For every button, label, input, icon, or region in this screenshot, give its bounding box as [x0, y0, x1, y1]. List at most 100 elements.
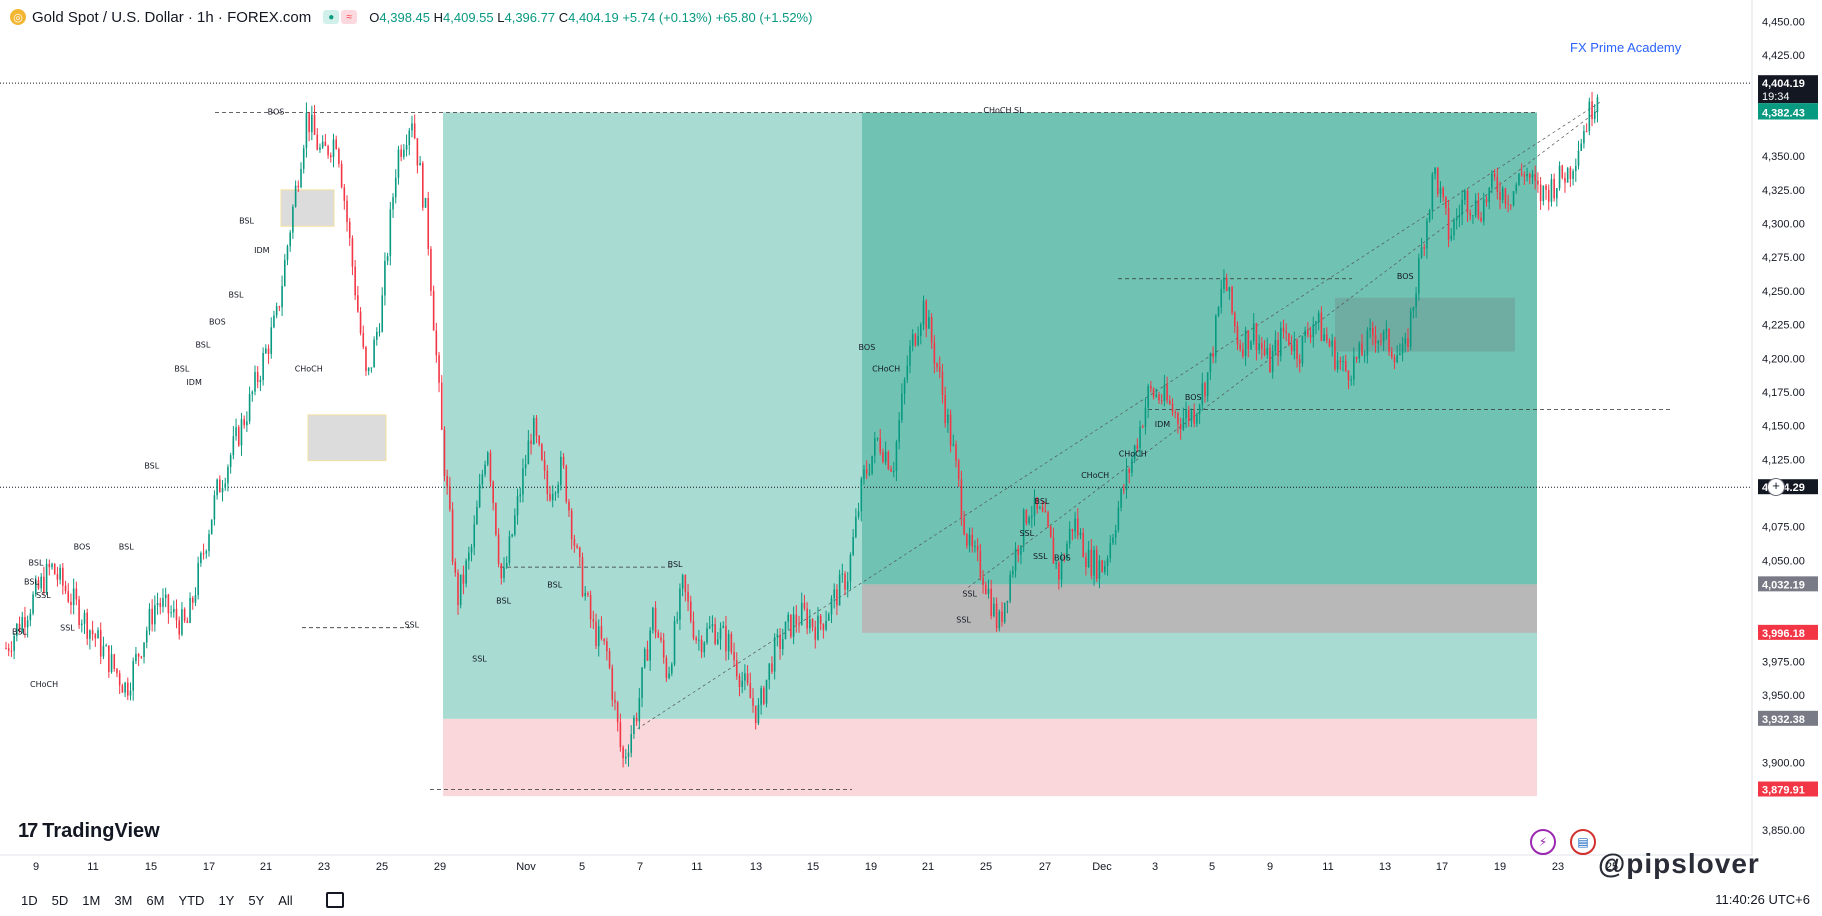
price-tag-label: 3,932.38	[1762, 714, 1805, 726]
candle-body	[1423, 247, 1426, 249]
candle-body	[757, 704, 760, 724]
candle-body	[432, 290, 435, 331]
candle-body	[987, 588, 990, 594]
range-ytd[interactable]: YTD	[178, 892, 205, 908]
candle-body	[922, 300, 925, 325]
candle-body	[427, 197, 430, 249]
candle-body	[1217, 307, 1220, 316]
candle-body	[1209, 353, 1212, 373]
candle-body	[944, 394, 946, 424]
candle-body	[313, 114, 316, 135]
candle-body	[1201, 383, 1204, 405]
candle-body	[898, 420, 900, 442]
candle-body	[1058, 562, 1060, 580]
candle-body	[1426, 220, 1428, 249]
candle-body	[1404, 338, 1407, 345]
candle-body	[1125, 468, 1128, 490]
time-tick-label: 5	[579, 861, 585, 873]
candles-layer	[5, 91, 1599, 768]
candle-body	[1418, 257, 1420, 294]
price-tag-label: 3,996.18	[1762, 628, 1805, 640]
tradingview-mark-icon: 17	[18, 820, 38, 842]
candle-body	[1317, 312, 1320, 322]
candle-body	[1585, 131, 1588, 133]
candle-body	[227, 466, 229, 484]
range-1d[interactable]: 1D	[21, 892, 38, 908]
time-tick-label: 15	[807, 861, 819, 873]
candle-body	[1215, 315, 1217, 357]
lightning-icon[interactable]: ⚡	[1530, 829, 1556, 855]
candle-body	[302, 148, 305, 169]
structure-label: BSL	[1034, 497, 1049, 506]
candle-body	[375, 331, 378, 340]
candle-body	[156, 603, 159, 606]
candle-body	[332, 139, 335, 158]
range-1m[interactable]: 1M	[82, 892, 101, 908]
candle-body	[830, 598, 833, 615]
candle-body	[1131, 459, 1133, 473]
structure-label: BOS	[859, 343, 876, 352]
candle-body	[154, 605, 156, 625]
candle-body	[819, 615, 822, 624]
candle-body	[1187, 409, 1190, 422]
candle-body	[657, 632, 660, 638]
candle-body	[673, 620, 676, 665]
candle-body	[1358, 343, 1361, 359]
candle-body	[514, 515, 516, 535]
market-status[interactable]: ● ≈	[323, 10, 358, 24]
candle-body	[895, 441, 898, 472]
range-all[interactable]: All	[278, 892, 293, 908]
range-5y[interactable]: 5Y	[248, 892, 265, 908]
plus-icon[interactable]: +	[1767, 478, 1785, 496]
candle-body	[763, 688, 765, 704]
structure-label: BOS	[209, 318, 226, 327]
candle-body	[495, 503, 497, 535]
time-tick-label: 5	[1209, 861, 1215, 873]
candle-body	[849, 554, 852, 582]
order-block-zone	[862, 584, 1537, 633]
calendar-range-icon[interactable]	[325, 892, 344, 908]
symbol-title[interactable]: Gold Spot / U.S. Dollar · 1h · FOREX.com	[32, 8, 312, 26]
candle-body	[357, 295, 359, 312]
range-3m[interactable]: 3M	[114, 892, 133, 908]
candle-body	[278, 306, 281, 308]
candle-body	[148, 608, 151, 631]
candle-body	[803, 602, 806, 609]
range-1y[interactable]: 1Y	[218, 892, 235, 908]
candle-body	[229, 455, 232, 467]
candle-body	[765, 679, 768, 704]
candle-body	[232, 436, 235, 456]
candle-body	[662, 640, 665, 658]
candle-body	[91, 630, 94, 635]
clock[interactable]: 11:40:26 UTC+6	[1715, 892, 1810, 907]
candle-body	[219, 479, 221, 493]
candle-body	[1580, 143, 1583, 151]
structure-label: BSL	[119, 543, 134, 552]
candle-body	[1128, 468, 1131, 473]
candle-body	[689, 601, 692, 621]
watermark: @pipslover	[1598, 848, 1760, 879]
candle-body	[741, 680, 743, 687]
price-tick-label: 4,350.00	[1762, 151, 1805, 163]
stop-loss-zone	[443, 718, 1537, 797]
us-flag-icon[interactable]: ▤	[1570, 829, 1596, 855]
candle-body	[1531, 174, 1534, 178]
candle-body	[717, 639, 719, 644]
candle-body	[1504, 188, 1507, 204]
candle-body	[1331, 340, 1334, 347]
candle-body	[1342, 361, 1344, 363]
candle-body	[5, 647, 7, 649]
candle-body	[546, 470, 549, 494]
candle-body	[292, 206, 294, 233]
candle-body	[378, 331, 381, 333]
candle-body	[543, 459, 546, 471]
structure-label: SSL	[36, 591, 51, 600]
tradingview-logo[interactable]: 17 TradingView	[18, 820, 160, 843]
candle-body	[892, 471, 895, 473]
range-6m[interactable]: 6M	[146, 892, 165, 908]
structure-label: CHoCH SL	[983, 106, 1024, 115]
candle-body	[587, 593, 589, 596]
range-5d[interactable]: 5D	[51, 892, 69, 908]
candle-body	[481, 474, 484, 485]
